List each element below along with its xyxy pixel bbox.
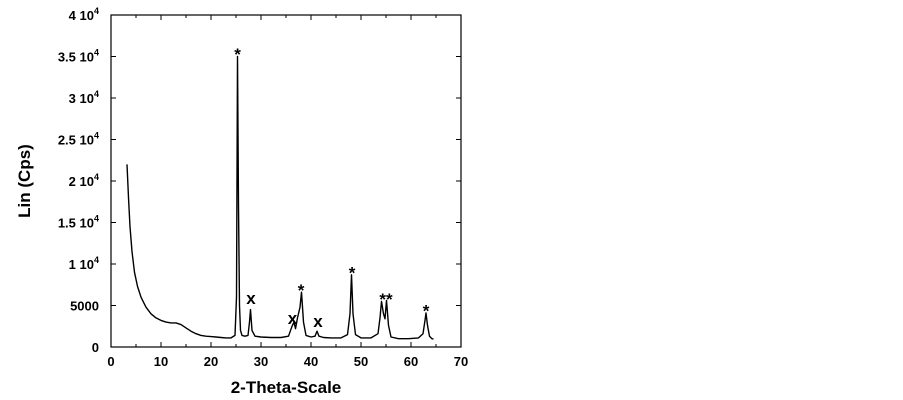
plot-frame <box>110 14 462 348</box>
peak-marker-star: * <box>423 302 430 321</box>
x-tick-label: 10 <box>154 354 168 369</box>
y-tick-exponent: 4 <box>94 255 99 265</box>
plot-border <box>110 14 462 348</box>
y-tick-exponent: 4 <box>94 214 99 224</box>
y-tick-exponent: 4 <box>94 6 99 16</box>
y-tick-label: 5000 <box>70 299 99 314</box>
y-axis-ticks: 0 5000 1 104 1.5 104 2 104 2.5 104 3 104 3.5 10… <box>58 6 461 355</box>
x-tick-label: 20 <box>204 354 218 369</box>
y-tick-label: 1.5 104 <box>58 214 99 231</box>
y-tick-label: 2 104 <box>69 172 99 189</box>
y-tick-label: 3.5 104 <box>58 48 99 65</box>
y-tick-label: 0 <box>92 340 99 355</box>
x-tick-label: 30 <box>254 354 268 369</box>
x-tick-label: 50 <box>354 354 368 369</box>
y-tick-label: 3 104 <box>69 89 99 106</box>
y-tick-exponent: 4 <box>94 89 99 99</box>
peak-marker-star: ** <box>379 290 393 309</box>
peak-markers: *xx*x**** <box>234 45 430 331</box>
y-tick-label: 4 104 <box>69 6 99 23</box>
x-tick-label: 40 <box>304 354 318 369</box>
peak-marker-star: * <box>234 45 241 64</box>
peak-marker-star: * <box>298 281 305 300</box>
y-tick-exponent: 4 <box>94 48 99 58</box>
peak-marker-x: x <box>288 309 298 328</box>
x-axis-title: 2-Theta-Scale <box>231 378 342 397</box>
x-axis-ticks: 0 10 20 30 40 50 60 70 <box>107 15 468 369</box>
y-tick-exponent: 4 <box>94 172 99 182</box>
diffraction-pattern-line <box>126 55 434 340</box>
peak-marker-x: x <box>313 312 323 331</box>
peak-marker-x: x <box>246 289 256 308</box>
y-tick-label: 2.5 104 <box>58 131 99 148</box>
series-layer <box>126 55 434 340</box>
peak-marker-star: * <box>349 263 356 282</box>
x-tick-label: 0 <box>107 354 114 369</box>
y-tick-exponent: 4 <box>94 131 99 141</box>
x-tick-label: 60 <box>404 354 418 369</box>
y-tick-label: 1 104 <box>69 255 99 272</box>
x-tick-label: 70 <box>454 354 468 369</box>
y-axis-title: Lin (Cps) <box>15 144 34 218</box>
